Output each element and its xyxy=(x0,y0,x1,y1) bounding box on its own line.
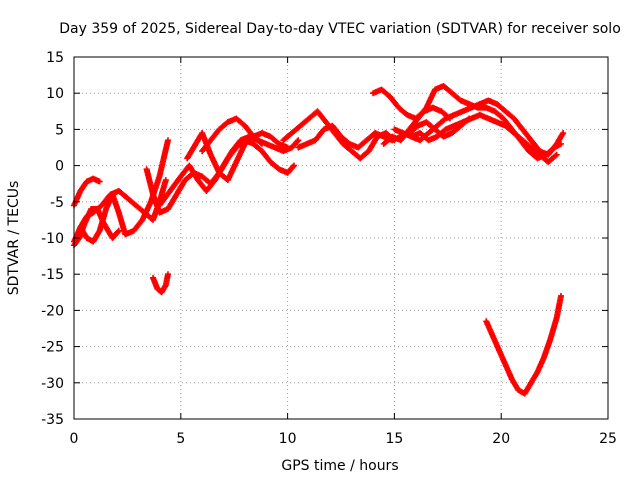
data-point xyxy=(164,137,171,144)
series-track-g xyxy=(184,130,291,184)
data-point xyxy=(560,130,567,137)
data-point xyxy=(294,138,301,145)
data-point xyxy=(115,227,122,234)
x-tick-label: 15 xyxy=(385,431,403,447)
y-tick-label: 0 xyxy=(55,159,64,175)
y-tick-label: -20 xyxy=(41,303,64,319)
y-tick-label: -35 xyxy=(41,412,64,428)
axis-ticks xyxy=(73,56,609,420)
series-track-h xyxy=(199,115,265,155)
series-track-n xyxy=(408,111,560,165)
data-point xyxy=(553,151,560,158)
series-track-a xyxy=(71,175,103,209)
y-tick-label: -15 xyxy=(41,267,64,283)
data-point xyxy=(290,163,297,170)
y-tick-label: -10 xyxy=(41,231,64,247)
x-tick-label: 0 xyxy=(70,431,79,447)
data-point xyxy=(258,140,265,147)
x-axis-label: GPS time / hours xyxy=(281,458,398,474)
x-tick-label: 5 xyxy=(176,431,185,447)
data-point xyxy=(291,162,298,169)
y-tick-label: 10 xyxy=(46,86,64,102)
data-point xyxy=(96,178,103,185)
series-track-d xyxy=(77,137,171,245)
y-tick-label: 5 xyxy=(55,122,64,138)
y-axis-label: SDTVAR / TECUs xyxy=(6,181,22,296)
y-tick-label: -25 xyxy=(41,340,64,356)
y-tick-label: -30 xyxy=(41,376,64,392)
data-point xyxy=(162,177,169,184)
x-tick-label: 20 xyxy=(492,431,510,447)
data-point xyxy=(558,292,565,299)
series-track-o xyxy=(150,271,171,296)
x-tick-label: 25 xyxy=(599,431,617,447)
tick-labels: 0 5 10 15 20 25 -35 -30 -25 -20 -15 -10 -5 0 5 10 15 xyxy=(41,50,617,447)
data-point xyxy=(295,137,302,144)
series-track-p xyxy=(483,292,565,397)
chart-title: Day 359 of 2025, Sidereal Day-to-day VTE… xyxy=(59,21,621,37)
x-tick-label: 10 xyxy=(279,431,297,447)
y-tick-label: -5 xyxy=(50,195,64,211)
data-point xyxy=(284,144,291,151)
data-points xyxy=(71,82,567,397)
data-point xyxy=(164,271,171,278)
y-tick-label: 15 xyxy=(46,50,64,66)
data-point xyxy=(114,228,121,235)
series-track-i xyxy=(280,108,398,162)
